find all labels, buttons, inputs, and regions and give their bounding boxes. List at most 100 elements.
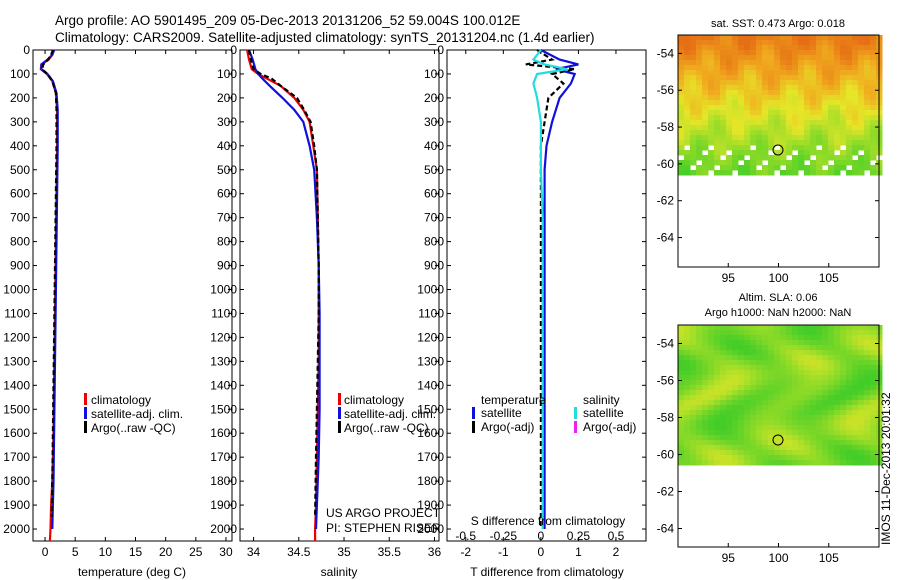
sst-pixel bbox=[750, 55, 757, 61]
sst-pixel bbox=[678, 160, 685, 166]
sla-pixel bbox=[828, 355, 835, 361]
sla-pixel bbox=[828, 330, 835, 336]
sla-pixel bbox=[804, 400, 811, 406]
sst-pixel bbox=[786, 90, 793, 96]
depth-tick-label: 1500 bbox=[210, 402, 237, 416]
sst-pixel bbox=[738, 75, 745, 81]
sst-pixel bbox=[852, 160, 859, 166]
sla-pixel bbox=[750, 375, 757, 381]
sst-pixel bbox=[744, 70, 751, 76]
sla-pixel bbox=[738, 335, 745, 341]
sla-pixel bbox=[750, 440, 757, 446]
sst-pixel bbox=[762, 170, 769, 176]
depth-tick-label: 700 bbox=[217, 211, 237, 225]
sla-pixel bbox=[738, 435, 745, 441]
x-tick-label: 30 bbox=[219, 545, 233, 559]
sla-pixel bbox=[804, 385, 811, 391]
sla-pixel bbox=[744, 415, 751, 421]
sst-pixel bbox=[798, 75, 805, 81]
sla-pixel bbox=[690, 380, 697, 386]
sla-pixel bbox=[696, 425, 703, 431]
sla-pixel bbox=[822, 335, 829, 341]
sst-pixel bbox=[804, 70, 811, 76]
sst-pixel bbox=[738, 65, 745, 71]
sla-pixel bbox=[690, 335, 697, 341]
sla-pixel bbox=[732, 400, 739, 406]
sst-pixel bbox=[774, 155, 781, 161]
sst-pixel bbox=[726, 60, 733, 66]
sst-pixel bbox=[840, 100, 847, 106]
sla-pixel bbox=[774, 385, 781, 391]
sst-pixel bbox=[768, 105, 775, 111]
map-lon-tick-label: 95 bbox=[722, 271, 736, 285]
sst-pixel bbox=[780, 160, 787, 166]
sla-pixel bbox=[774, 355, 781, 361]
sla-pixel bbox=[798, 460, 805, 466]
sst-pixel bbox=[792, 125, 799, 131]
sla-pixel bbox=[780, 375, 787, 381]
sst-pixel bbox=[762, 95, 769, 101]
sla-pixel bbox=[822, 355, 829, 361]
sst-pixel bbox=[738, 120, 745, 126]
sst-pixel bbox=[720, 145, 727, 151]
sla-pixel bbox=[774, 410, 781, 416]
sla-pixel bbox=[762, 360, 769, 366]
sst-pixel bbox=[786, 100, 793, 106]
sla-pixel bbox=[750, 340, 757, 346]
secondary-x-tick-label: 0 bbox=[538, 529, 545, 543]
sla-pixel bbox=[822, 420, 829, 426]
sst-pixel bbox=[864, 150, 871, 156]
sst-pixel bbox=[756, 120, 763, 126]
sst-pixel bbox=[708, 155, 715, 161]
series-line-argo-raw-qc- bbox=[247, 49, 320, 518]
sla-pixel bbox=[702, 420, 709, 426]
sla-pixel bbox=[744, 385, 751, 391]
sla-pixel bbox=[768, 420, 775, 426]
sla-pixel bbox=[732, 350, 739, 356]
sla-pixel bbox=[726, 335, 733, 341]
sla-pixel bbox=[678, 430, 685, 436]
sst-pixel bbox=[690, 60, 697, 66]
sla-pixel bbox=[744, 425, 751, 431]
salinity-axes bbox=[239, 49, 440, 542]
series-line-satellite-adj-clim- bbox=[40, 49, 59, 530]
depth-tick-label: 600 bbox=[217, 187, 237, 201]
sla-pixel bbox=[744, 355, 751, 361]
sla-pixel bbox=[702, 360, 709, 366]
depth-tick-label: 1200 bbox=[210, 330, 237, 344]
sst-pixel bbox=[786, 50, 793, 56]
sla-pixel bbox=[732, 360, 739, 366]
sla-pixel bbox=[714, 405, 721, 411]
sst-pixel bbox=[864, 65, 871, 71]
sst-pixel bbox=[720, 105, 727, 111]
sst-pixel bbox=[756, 145, 763, 151]
x-tick-label: 34.5 bbox=[287, 545, 311, 559]
sst-pixel bbox=[864, 115, 871, 121]
sla-pixel bbox=[858, 435, 865, 441]
sst-pixel bbox=[810, 85, 817, 91]
sst-pixel bbox=[690, 105, 697, 111]
sla-pixel bbox=[768, 395, 775, 401]
sla-pixel bbox=[678, 435, 685, 441]
sla-pixel bbox=[804, 335, 811, 341]
sla-pixel bbox=[732, 455, 739, 461]
depth-tick-label: 1600 bbox=[3, 426, 30, 440]
sla-pixel bbox=[732, 385, 739, 391]
sla-pixel bbox=[690, 360, 697, 366]
sst-pixel bbox=[816, 150, 823, 156]
sla-pixel bbox=[750, 435, 757, 441]
sst-pixel bbox=[774, 50, 781, 56]
sst-pixel bbox=[864, 135, 871, 141]
sst-pixel bbox=[846, 85, 853, 91]
sst-pixel bbox=[840, 70, 847, 76]
sla-pixel bbox=[762, 365, 769, 371]
sla-pixel bbox=[846, 400, 853, 406]
sla-pixel bbox=[846, 380, 853, 386]
sst-pixel bbox=[804, 50, 811, 56]
sst-pixel bbox=[828, 75, 835, 81]
sla-pixel bbox=[720, 410, 727, 416]
sst-pixel bbox=[696, 140, 703, 146]
sst-pixel bbox=[846, 140, 853, 146]
sla-pixel bbox=[834, 390, 841, 396]
sla-pixel bbox=[726, 365, 733, 371]
